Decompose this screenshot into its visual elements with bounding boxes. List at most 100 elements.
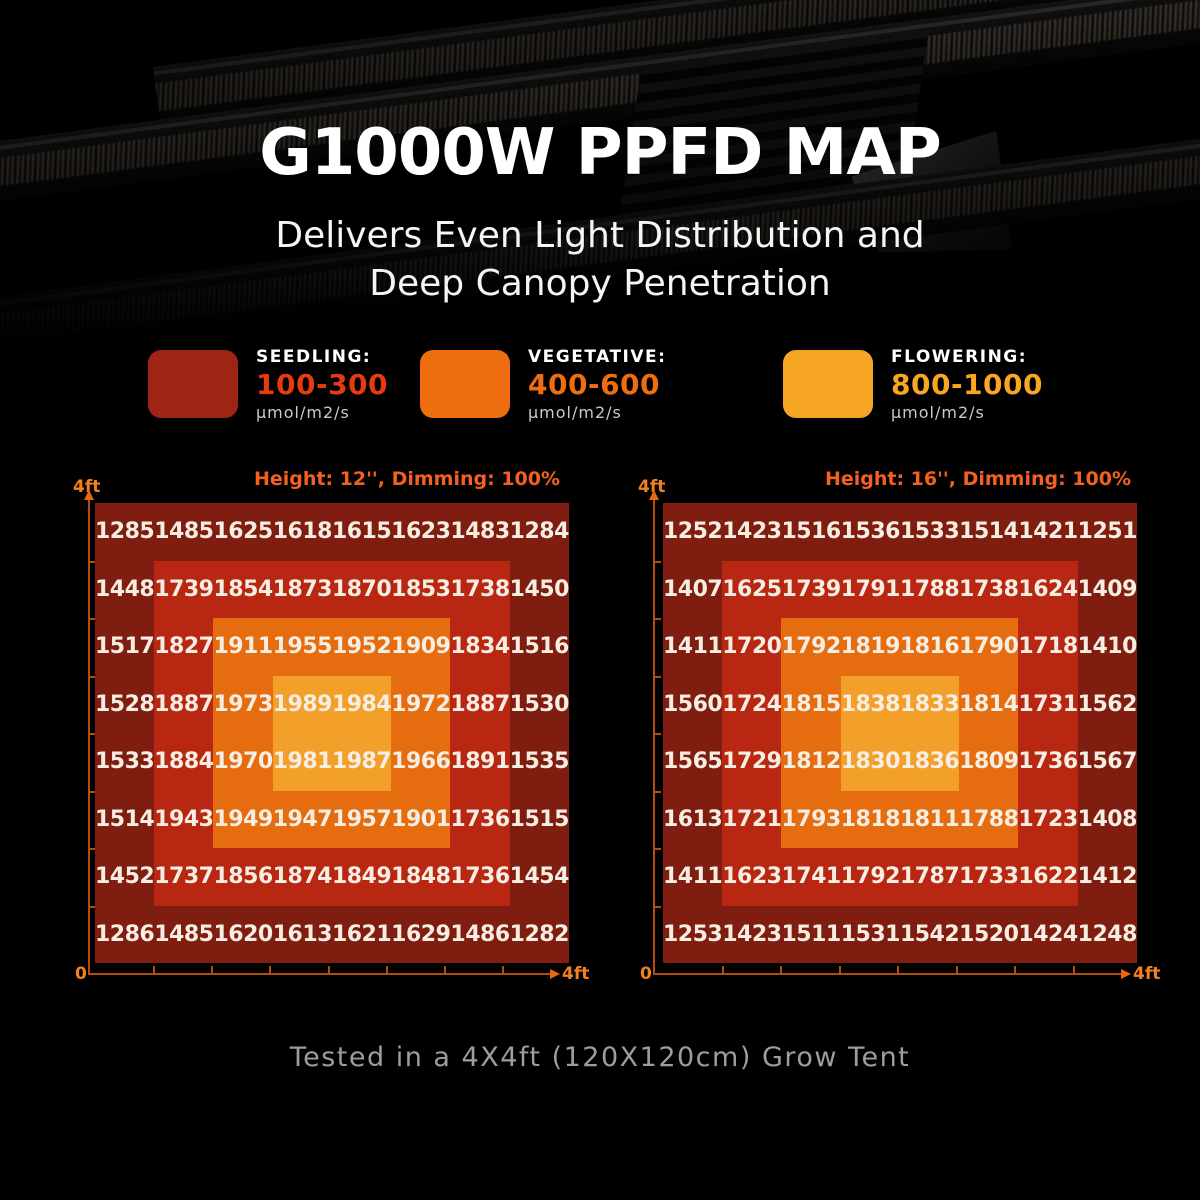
x-axis-line: [653, 973, 1121, 975]
axis-tick: [654, 618, 661, 620]
ppfd-cell: 1409: [1077, 560, 1137, 618]
ppfd-cell: 1622: [1018, 848, 1078, 906]
ppfd-cell: 1970: [213, 733, 273, 791]
ppfd-cell: 1282: [509, 905, 569, 963]
axis-tick: [838, 966, 841, 973]
x-axis-ticks: [95, 966, 560, 973]
led-fixture-decoration: [0, 0, 1200, 345]
ppfd-cell: 1987: [331, 733, 392, 791]
axis-tick: [89, 905, 96, 908]
x-axis-ticks: [663, 966, 1131, 973]
ppfd-cell: 1528: [95, 675, 155, 733]
axis-tick: [897, 966, 899, 973]
x-axis-arrow-icon: [550, 969, 560, 979]
ppfd-cell: 1485: [154, 905, 214, 963]
ppfd-cell: 1625: [213, 503, 273, 561]
axis-tick: [153, 966, 156, 973]
ppfd-cell: 1736: [450, 848, 510, 906]
ppfd-cell: 1452: [95, 848, 155, 906]
ppfd-cell: 1407: [663, 560, 723, 618]
ppfd-cell: 1966: [391, 733, 451, 791]
ppfd-cell: 1408: [1077, 790, 1137, 848]
x-axis-max-label: 4ft: [1133, 964, 1161, 984]
ppfd-cell: 1248: [1077, 905, 1137, 963]
ppfd-cell: 1411: [663, 618, 723, 676]
ppfd-cell: 1834: [450, 618, 510, 676]
ppfd-cell: 1972: [391, 675, 451, 733]
axis-tick: [721, 966, 724, 973]
axis-tick: [89, 733, 96, 735]
flowering-color-swatch: [783, 350, 873, 418]
legend-range: 800-1000: [891, 368, 1043, 401]
ppfd-cell: 1520: [959, 905, 1019, 963]
legend-range: 400-600: [528, 368, 661, 401]
ppfd-cell: 1724: [722, 675, 782, 733]
ppfd-cell: 1720: [722, 618, 782, 676]
ppfd-cell: 1284: [509, 503, 569, 561]
ppfd-cell: 1952: [331, 618, 392, 676]
axis-tick: [89, 848, 96, 850]
ppfd-cell: 1816: [899, 618, 960, 676]
ppfd-cell: 1450: [509, 560, 569, 618]
ppfd-cell: 1514: [95, 790, 155, 848]
axis-tick: [89, 618, 96, 620]
ppfd-cell: 1729: [722, 733, 782, 791]
ppfd-cell: 1741: [781, 848, 841, 906]
ppfd-cell: 1973: [213, 675, 273, 733]
x-axis-arrow-icon: [1121, 969, 1131, 979]
vegetative-color-swatch: [420, 350, 510, 418]
ppfd-cell: 1723: [1018, 790, 1078, 848]
axis-tick: [211, 966, 214, 973]
x-axis-max-label: 4ft: [562, 964, 590, 984]
ppfd-cell: 1984: [331, 675, 392, 733]
axis-tick: [654, 905, 661, 908]
ppfd-cell: 1448: [95, 560, 155, 618]
ppfd-cell: 1514: [959, 503, 1019, 561]
ppfd-cell: 1891: [450, 733, 510, 791]
ppfd-cell: 1811: [899, 790, 960, 848]
ppfd-cell: 1454: [509, 848, 569, 906]
ppfd-cell: 1737: [154, 848, 214, 906]
legend-label: FLOWERING:: [891, 347, 1028, 367]
legend-text: SEEDLING: 100-300 μmol/m2/s: [256, 347, 388, 422]
ppfd-cell: 1949: [213, 790, 273, 848]
y-axis-ticks: [89, 503, 96, 963]
ppfd-cell: 1836: [899, 733, 960, 791]
ppfd-cell: 1955: [272, 618, 332, 676]
ppfd-cell: 1533: [95, 733, 155, 791]
legend-unit: μmol/m2/s: [891, 403, 985, 422]
subtitle-line-1: Delivers Even Light Distribution and: [275, 215, 925, 256]
ppfd-cell: 1531: [840, 905, 900, 963]
test-condition-note: Tested in a 4X4ft (120X120cm) Grow Tent: [289, 1042, 911, 1073]
ppfd-cell: 1253: [663, 905, 723, 963]
ppfd-cell: 1981: [272, 733, 332, 791]
ppfd-cell: 1516: [509, 618, 569, 676]
ppfd-cell: 1562: [1077, 675, 1137, 733]
ppfd-cell: 1516: [781, 503, 841, 561]
ppfd-cell: 1788: [959, 790, 1019, 848]
ppfd-cell: 1738: [959, 560, 1019, 618]
ppfd-cell: 1812: [781, 733, 841, 791]
ppfd-cell: 1286: [95, 905, 155, 963]
ppfd-cell: 1621: [331, 905, 392, 963]
axis-tick: [654, 790, 661, 793]
ppfd-cell: 1565: [663, 733, 723, 791]
legend-unit: μmol/m2/s: [528, 403, 622, 422]
ppfd-cell: 1793: [781, 790, 841, 848]
ppfd-cell: 1483: [450, 503, 510, 561]
ppfd-cell: 1424: [1018, 905, 1078, 963]
ppfd-chart-16in: Height: 16'', Dimming: 100% 4ft 1252 1423…: [633, 465, 1193, 1015]
ppfd-cell: 1818: [840, 790, 900, 848]
axis-tick: [385, 966, 388, 973]
subtitle-line-2: Deep Canopy Penetration: [369, 263, 831, 304]
ppfd-cell: 1815: [781, 675, 841, 733]
ppfd-cell: 1412: [1077, 848, 1137, 906]
ppfd-cell: 1536: [840, 503, 900, 561]
ppfd-cell: 1731: [1018, 675, 1078, 733]
axis-tick: [654, 733, 661, 735]
ppfd-cell: 1873: [272, 560, 332, 618]
ppfd-cell: 1542: [899, 905, 960, 963]
ppfd-cell: 1870: [331, 560, 392, 618]
ppfd-cell: 1613: [272, 905, 332, 963]
axis-tick: [501, 966, 504, 973]
